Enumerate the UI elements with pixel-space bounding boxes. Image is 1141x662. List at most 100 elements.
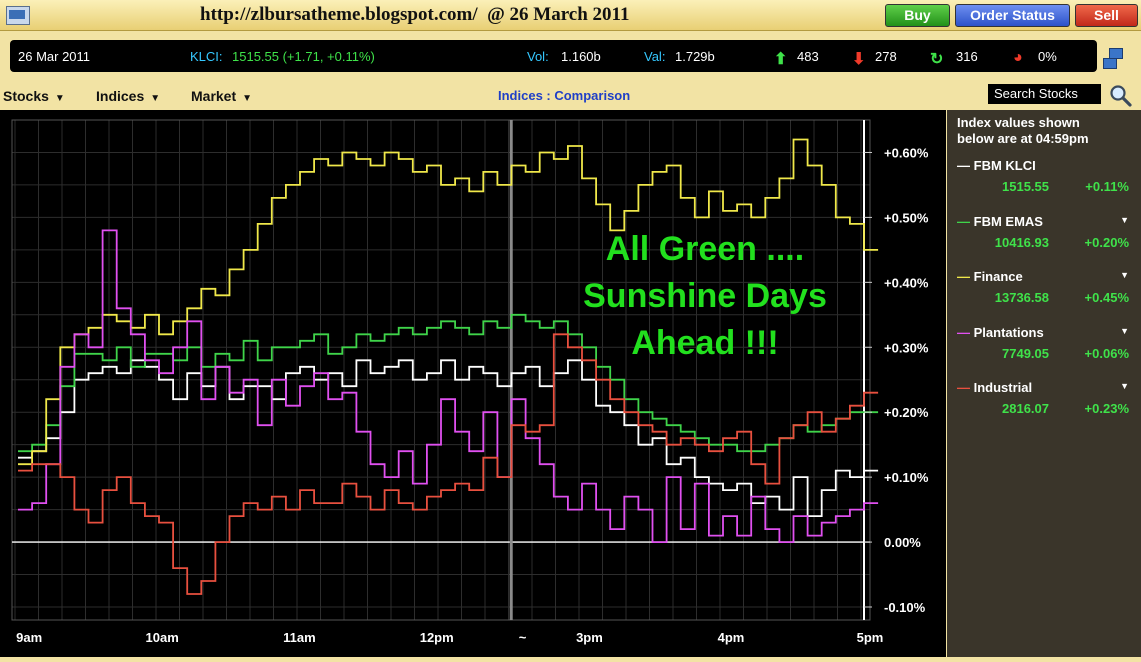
- legend-swatch: —: [957, 324, 974, 340]
- ticker-date: 26 Mar 2011: [18, 49, 91, 64]
- y-tick-label: +0.60%: [884, 145, 929, 160]
- val-value: 1.729b: [675, 49, 715, 64]
- x-tick-label: 4pm: [718, 630, 745, 645]
- x-tick-label: 5pm: [857, 630, 884, 645]
- index-value: 13736.58: [994, 290, 1049, 305]
- index-name: — FBM EMAS: [957, 214, 1043, 229]
- index-value: 10416.93: [994, 234, 1049, 250]
- series-line-plantations: [18, 229, 879, 543]
- index-name: — Plantations: [957, 325, 1044, 340]
- menu-bar: Stocks ▼ Indices ▼ Market ▼ Indices : Compa…: [0, 82, 1141, 108]
- klci-value: 1515.55 (+1.71, +0.11%): [232, 49, 375, 64]
- menu-indices[interactable]: Indices ▼: [96, 88, 160, 104]
- x-tick-label: ~: [519, 630, 527, 645]
- index-values-header-line1: Index values shown: [957, 115, 1080, 130]
- up-arrow-icon: ⬆: [774, 51, 788, 68]
- val-label: Val:: [644, 49, 666, 64]
- index-row[interactable]: — FBM EMAS ▼ 10416.93 +0.20%: [947, 214, 1141, 270]
- page-title: Indices : Comparison: [498, 88, 631, 103]
- chevron-down-icon: ▼: [242, 93, 253, 104]
- index-value: 1515.55: [1002, 179, 1049, 194]
- y-tick-label: +0.10%: [884, 470, 929, 485]
- index-change: +0.20%: [1084, 234, 1129, 250]
- index-change: +0.06%: [1084, 345, 1129, 361]
- menu-market-label: Market: [191, 88, 237, 104]
- index-name: — Finance: [957, 269, 1023, 284]
- search-input[interactable]: Search Stocks: [988, 84, 1101, 104]
- plot-border: [11, 119, 871, 621]
- chevron-down-icon: ▼: [150, 93, 161, 104]
- search-icon[interactable]: [1108, 83, 1132, 107]
- legend-label: FBM KLCI: [973, 158, 1036, 173]
- window-title: http://zlbursatheme.blogspot.com/ @ 26 M…: [200, 4, 630, 25]
- ticker-percent: 0%: [1038, 49, 1057, 64]
- index-values-header-line2: below are at 04:59pm: [957, 131, 1089, 146]
- chevron-down-icon[interactable]: ▼: [1120, 381, 1129, 391]
- series-line-fbm-klci: [18, 359, 879, 517]
- x-tick-label: 11am: [283, 630, 316, 645]
- sell-button[interactable]: Sell: [1075, 4, 1138, 27]
- chevron-down-icon[interactable]: ▼: [1120, 325, 1129, 336]
- legend-label: Industrial: [973, 380, 1033, 395]
- window-title-bar: http://zlbursatheme.blogspot.com/ @ 26 M…: [0, 0, 1141, 31]
- index-values-header: Index values shown below are at 04:59pm: [957, 115, 1089, 147]
- y-tick-label: -0.10%: [884, 600, 926, 615]
- chevron-down-icon[interactable]: ▼: [1120, 214, 1129, 225]
- annotation-text: Sunshine Days: [583, 277, 827, 315]
- y-tick-label: +0.50%: [884, 210, 929, 225]
- menu-stocks[interactable]: Stocks ▼: [3, 88, 65, 104]
- klci-label: KLCI:: [190, 49, 223, 64]
- y-tick-label: +0.40%: [884, 275, 929, 290]
- chevron-down-icon[interactable]: ▼: [1120, 270, 1129, 280]
- index-row[interactable]: — Finance ▼ 13736.58 +0.45%: [947, 269, 1141, 325]
- unchanged-cycle-icon: ↻: [930, 51, 944, 68]
- y-tick-label: +0.20%: [884, 405, 929, 420]
- annotation-text: All Green ....: [606, 230, 804, 268]
- index-row[interactable]: — FBM KLCI 1515.55 +0.11%: [947, 158, 1141, 214]
- index-change: +0.23%: [1084, 401, 1129, 416]
- index-values-panel: Index values shown below are at 04:59pm …: [947, 110, 1141, 657]
- y-tick-label: +0.30%: [884, 340, 929, 355]
- index-name: — FBM KLCI: [957, 158, 1036, 173]
- index-change: +0.11%: [1085, 179, 1129, 194]
- legend-swatch: —: [957, 269, 974, 284]
- chart-panel: +0.60% +0.50% +0.40% +0.30% +0.20% +0.10% 0.00…: [0, 110, 946, 657]
- menu-indices-label: Indices: [96, 88, 145, 104]
- app-monitor-icon: [6, 6, 30, 25]
- buy-button[interactable]: Buy: [885, 4, 950, 27]
- index-row[interactable]: — Plantations ▼ 7749.05 +0.06%: [947, 325, 1141, 381]
- index-row[interactable]: — Industrial ▼ 2816.07 +0.23%: [947, 380, 1141, 436]
- index-change: +0.45%: [1084, 290, 1129, 305]
- chevron-down-icon: ▼: [54, 93, 65, 104]
- x-tick-label: 3pm: [576, 630, 603, 645]
- x-tick-label: 9am: [16, 630, 42, 645]
- index-value: 2816.07: [1002, 401, 1049, 416]
- index-value: 7749.05: [1002, 345, 1049, 361]
- legend-swatch: —: [957, 380, 974, 395]
- down-arrow-icon: ⬇: [852, 51, 866, 68]
- advancers-count: 483: [797, 49, 819, 64]
- vol-value: 1.160b: [561, 49, 601, 64]
- decliners-count: 278: [875, 49, 897, 64]
- y-tick-label: 0.00%: [884, 535, 921, 550]
- x-tick-label: 12pm: [420, 630, 454, 645]
- legend-swatch: —: [957, 158, 974, 173]
- index-comparison-chart: +0.60% +0.50% +0.40% +0.30% +0.20% +0.10% 0.00…: [11, 119, 929, 645]
- unchanged-count: 316: [956, 49, 978, 64]
- legend-label: Plantations: [973, 324, 1044, 340]
- index-name: — Industrial: [957, 380, 1032, 395]
- pie-chart-icon: ◕: [1013, 49, 1023, 66]
- series-line-industrial: [18, 333, 879, 595]
- x-tick-label: 10am: [146, 630, 179, 645]
- vol-label: Vol:: [527, 49, 549, 64]
- legend-label: FBM EMAS: [973, 213, 1043, 229]
- legend-swatch: —: [957, 213, 974, 229]
- network-status-icon[interactable]: [1103, 48, 1125, 69]
- legend-label: Finance: [973, 269, 1023, 284]
- series-line-finance: [18, 138, 879, 466]
- annotation-text: Ahead !!!: [631, 324, 778, 362]
- menu-market[interactable]: Market ▼: [191, 88, 252, 104]
- menu-stocks-label: Stocks: [3, 88, 49, 104]
- order-status-button[interactable]: Order Status: [955, 4, 1070, 27]
- market-ticker-bar: 26 Mar 2011 KLCI: 1515.55 (+1.71, +0.11%…: [10, 40, 1097, 72]
